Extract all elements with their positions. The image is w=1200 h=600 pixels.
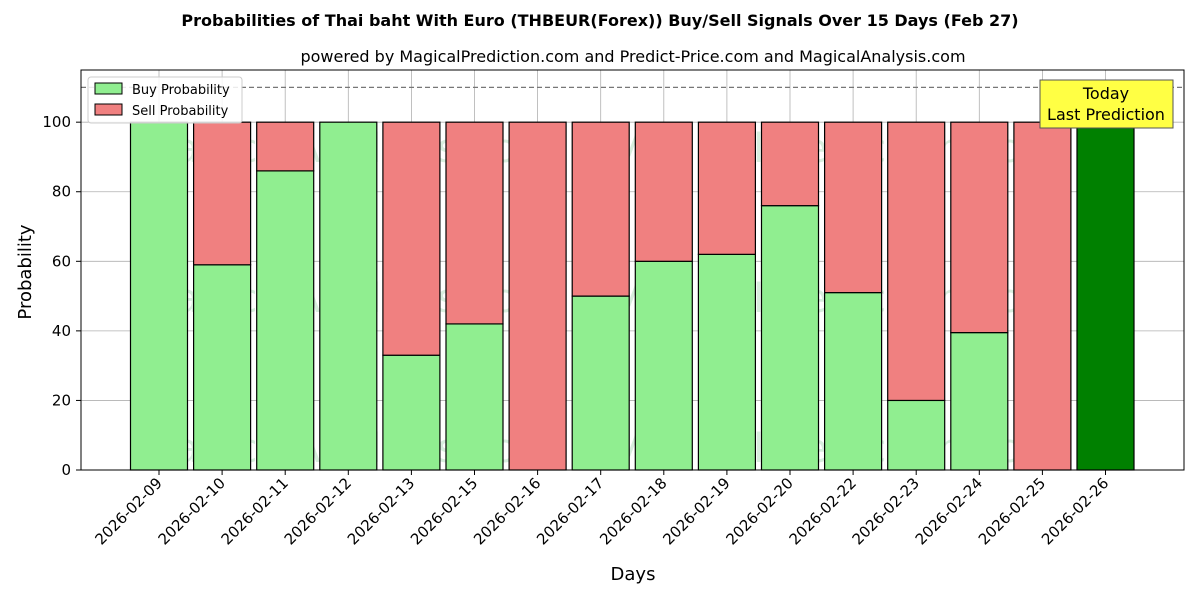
x-tick-label: 2026-02-09 — [91, 474, 165, 548]
bar-sell — [634, 121, 693, 262]
x-tick-label: 2026-02-17 — [533, 474, 607, 548]
bar-sell — [445, 121, 504, 325]
bar-sell — [193, 121, 252, 266]
x-tick-label: 2026-02-19 — [659, 474, 733, 548]
legend-label-buy: Buy Probability — [132, 83, 230, 98]
bar-sell — [887, 121, 946, 402]
legend-swatch-buy — [94, 82, 123, 95]
y-tick-label: 100 — [42, 113, 71, 131]
y-tick-label: 0 — [61, 461, 71, 479]
bar-buy — [950, 332, 1009, 471]
today-annotation-line-1: Today — [1082, 84, 1129, 103]
today-annotation: Today Last Prediction — [1039, 79, 1174, 129]
y-tick-label: 20 — [52, 391, 71, 409]
x-tick-label: 2026-02-26 — [1038, 474, 1112, 548]
bar-sell — [760, 121, 820, 207]
bar-buy — [445, 323, 504, 471]
bar-buy — [697, 253, 757, 471]
x-tick-label: 2026-02-16 — [470, 474, 544, 548]
chart-title: Probabilities of Thai baht With Euro (TH… — [181, 11, 1018, 30]
x-tick-label: 2026-02-12 — [281, 474, 355, 548]
x-tick-label: 2026-02-22 — [786, 474, 860, 548]
x-tick-label: 2026-02-25 — [975, 474, 1049, 548]
bar-sell — [950, 121, 1009, 334]
bar-buy — [823, 292, 883, 471]
x-axis-label: Days — [611, 564, 656, 585]
x-tick-label: 2026-02-18 — [596, 474, 670, 548]
bar-buy — [129, 121, 189, 471]
bar-sell — [508, 121, 567, 471]
bar-buy — [319, 121, 378, 471]
bar-buy — [634, 260, 693, 471]
x-tick-label: 2026-02-24 — [912, 474, 986, 548]
x-tick-label: 2026-02-23 — [849, 474, 923, 548]
bar-sell — [697, 121, 757, 255]
chart-subtitle: powered by MagicalPrediction.com and Pre… — [300, 47, 965, 66]
x-tick-label: 2026-02-15 — [407, 474, 481, 548]
legend-swatch-sell — [94, 103, 123, 116]
x-tick-label: 2026-02-10 — [155, 474, 229, 548]
legend-label-sell: Sell Probability — [132, 104, 229, 119]
today-annotation-line-2: Last Prediction — [1047, 105, 1165, 124]
bar-buy — [1076, 121, 1135, 471]
bar-buy — [256, 170, 315, 471]
axes-layer — [80, 69, 1185, 471]
bar-sell — [256, 121, 315, 172]
bar-buy — [382, 354, 441, 471]
y-axis-label: Probability — [15, 224, 36, 319]
bar-buy — [571, 295, 630, 471]
bars-layer — [81, 86, 1184, 471]
bar-sell — [1013, 121, 1072, 471]
bar-sell — [823, 121, 883, 294]
bar-sell — [571, 121, 630, 297]
x-tick-label: 2026-02-13 — [344, 474, 418, 548]
legend-frame — [87, 76, 243, 124]
x-tick-label: 2026-02-11 — [218, 474, 292, 548]
x-tick-label: 2026-02-20 — [722, 474, 796, 548]
bar-buy — [760, 205, 820, 471]
bar-sell — [382, 121, 441, 356]
bar-buy — [193, 264, 252, 471]
legend: Buy Probability Sell Probability — [87, 76, 243, 124]
bar-buy — [887, 399, 946, 471]
y-tick-label: 80 — [52, 183, 71, 201]
today-annotation-box — [1039, 79, 1174, 129]
y-tick-label: 40 — [52, 322, 71, 340]
plot-frame — [80, 69, 1185, 471]
y-tick-label: 60 — [52, 252, 71, 270]
